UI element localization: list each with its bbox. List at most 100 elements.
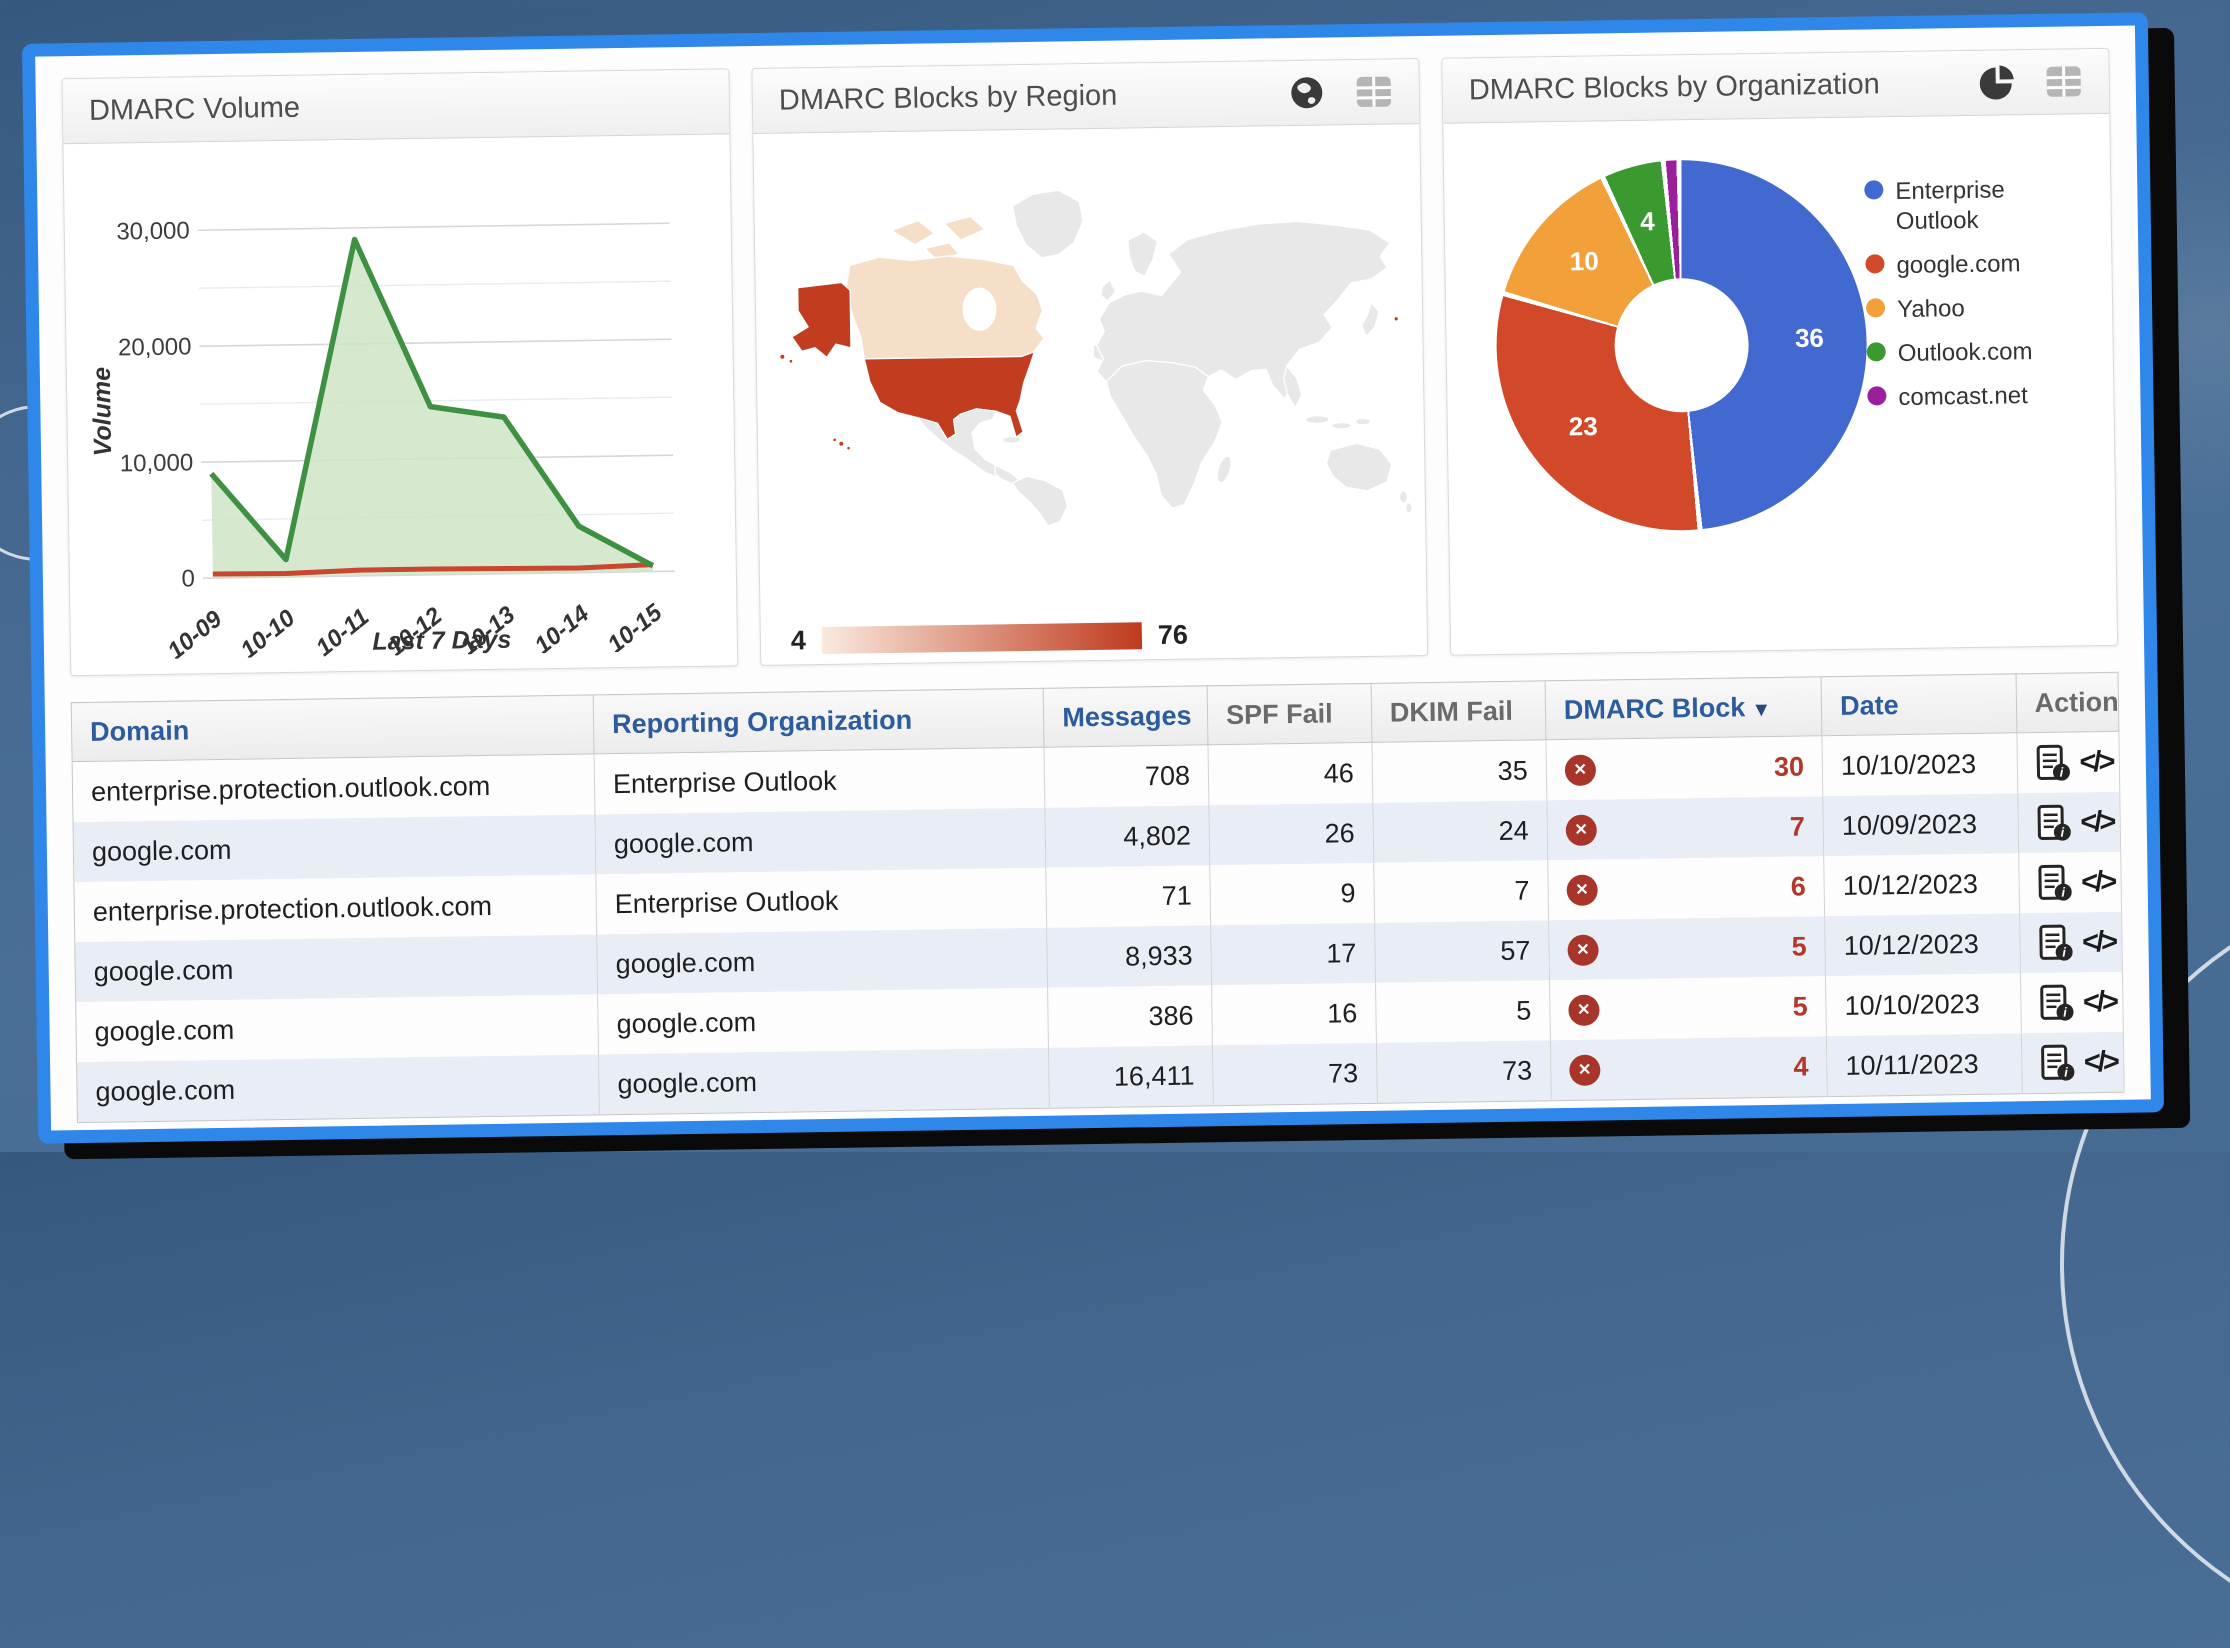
- y-tick-label: 10,000: [120, 449, 194, 477]
- cell-date: 10/10/2023: [1822, 733, 2017, 796]
- legend-item[interactable]: google.com: [1865, 248, 2085, 281]
- cell-action: i </>: [2018, 852, 2121, 914]
- cell-messages: 708: [1044, 745, 1209, 808]
- code-icon[interactable]: </>: [2082, 925, 2115, 958]
- legend-swatch: [1865, 254, 1884, 273]
- map-canada-islands: [891, 220, 934, 245]
- cell-spf-fail: 26: [1209, 803, 1374, 865]
- table-view-icon[interactable]: [2044, 64, 2083, 99]
- y-tick-label: 20,000: [118, 333, 192, 361]
- code-icon[interactable]: </>: [2084, 1045, 2117, 1078]
- svg-text:i: i: [2059, 765, 2063, 780]
- map-alaska[interactable]: [791, 282, 851, 358]
- cell-spf-fail: 46: [1208, 742, 1373, 805]
- map-indonesia: [1331, 422, 1351, 429]
- map-small-territory: [1393, 317, 1398, 322]
- block-x-icon: ✕: [1564, 754, 1595, 785]
- block-count: 5: [1791, 931, 1806, 962]
- code-icon[interactable]: </>: [2081, 865, 2114, 898]
- world-choropleth-map[interactable]: [759, 138, 1420, 548]
- code-icon[interactable]: </>: [2079, 745, 2112, 778]
- cell-dmarc-block: ✕5: [1549, 976, 1826, 1040]
- cell-domain: google.com: [75, 934, 598, 1002]
- donut-value-label: 4: [1640, 206, 1655, 237]
- map-canada[interactable]: [845, 255, 1044, 359]
- x-tick-label: 10-15: [603, 599, 668, 659]
- map-madagascar: [1214, 455, 1233, 485]
- column-header-action: Action: [2016, 672, 2119, 733]
- region-map-body: 4 76: [754, 138, 1428, 666]
- gridline: [199, 281, 671, 288]
- map-indonesia: [1355, 418, 1371, 425]
- panel-view-toggles: [1978, 63, 2083, 101]
- column-header-spf-fail: SPF Fail: [1207, 683, 1372, 744]
- map-indonesia: [1305, 415, 1329, 423]
- cell-action: i </>: [2017, 792, 2120, 854]
- code-icon[interactable]: </>: [2080, 805, 2113, 838]
- legend-label: Enterprise Outlook: [1895, 174, 2085, 237]
- table-view-icon[interactable]: [1355, 75, 1394, 110]
- pie-chart-icon[interactable]: [1978, 64, 2015, 101]
- report-details-icon[interactable]: i: [2035, 744, 2070, 783]
- cell-dmarc-block: ✕30: [1546, 736, 1823, 801]
- map-japan: [1361, 302, 1379, 336]
- column-header-date[interactable]: Date: [1821, 674, 2016, 736]
- cell-reporting-organization: google.com: [599, 1048, 1050, 1115]
- cell-spf-fail: 73: [1213, 1043, 1378, 1106]
- column-header-dmarc-block[interactable]: DMARC Block▼: [1545, 677, 1822, 740]
- report-details-icon[interactable]: i: [2038, 924, 2073, 963]
- block-x-icon: ✕: [1567, 934, 1598, 965]
- legend-item[interactable]: comcast.net: [1867, 380, 2087, 413]
- panel-title: DMARC Blocks by Region: [779, 79, 1118, 117]
- panel-header: DMARC Blocks by Region: [752, 59, 1419, 134]
- cell-reporting-organization: Enterprise Outlook: [596, 868, 1047, 935]
- dmarc-report-table: Domain Reporting Organization Messages S…: [71, 672, 2125, 1123]
- donut-legend: Enterprise Outlook google.com Yahoo Outl…: [1864, 174, 2087, 413]
- column-header-domain[interactable]: Domain: [71, 695, 594, 762]
- column-header-reporting-organization[interactable]: Reporting Organization: [593, 688, 1044, 754]
- map-cuba: [1002, 436, 1020, 443]
- code-icon[interactable]: </>: [2083, 985, 2116, 1018]
- column-header-messages[interactable]: Messages: [1043, 686, 1208, 747]
- volume-chart-body: 30,000 20,000 10,000 0 10-09 10-10 10-11…: [64, 142, 738, 676]
- map-color-legend: 4 76: [791, 620, 1188, 657]
- cell-dkim-fail: 73: [1376, 1040, 1551, 1103]
- legend-item[interactable]: Enterprise Outlook: [1864, 174, 2085, 237]
- gridline: [199, 339, 671, 346]
- cell-messages: 386: [1048, 985, 1213, 1047]
- x-tick-label: 10-11: [311, 603, 374, 660]
- cell-date: 10/09/2023: [1823, 793, 2018, 856]
- report-details-icon[interactable]: i: [2039, 984, 2074, 1023]
- report-details-icon[interactable]: i: [2036, 804, 2071, 843]
- map-south-america: [1012, 476, 1068, 527]
- map-scandinavia: [1127, 232, 1157, 276]
- globe-icon[interactable]: [1289, 75, 1326, 112]
- cell-reporting-organization: google.com: [597, 928, 1048, 995]
- report-details-icon[interactable]: i: [2040, 1044, 2075, 1083]
- gridline: [200, 397, 672, 404]
- map-new-zealand: [1399, 491, 1407, 503]
- map-united-states[interactable]: [864, 352, 1036, 441]
- report-details-icon[interactable]: i: [2037, 864, 2072, 903]
- map-new-zealand: [1405, 503, 1412, 514]
- cell-dkim-fail: 24: [1373, 800, 1548, 863]
- cell-date: 10/12/2023: [1825, 913, 2020, 976]
- cell-reporting-organization: Enterprise Outlook: [594, 747, 1045, 814]
- map-africa: [1106, 359, 1223, 509]
- block-count: 4: [1793, 1051, 1808, 1082]
- cell-dmarc-block: ✕4: [1550, 1036, 1827, 1101]
- svg-text:i: i: [2060, 825, 2064, 840]
- cell-dkim-fail: 57: [1374, 920, 1549, 983]
- legend-swatch: [1866, 298, 1885, 317]
- panel-dmarc-volume: DMARC Volume 30,000: [61, 68, 738, 676]
- x-tick-label: 10-14: [530, 600, 595, 660]
- map-canada-islands: [944, 216, 985, 240]
- legend-item[interactable]: Outlook.com: [1867, 336, 2087, 369]
- chart-panels-row: DMARC Volume 30,000: [61, 48, 2118, 676]
- gridline: [198, 223, 670, 230]
- cell-spf-fail: 16: [1212, 983, 1377, 1045]
- cell-messages: 71: [1046, 865, 1211, 927]
- map-southeast-asia: [1283, 365, 1301, 408]
- legend-item[interactable]: Yahoo: [1866, 292, 2086, 325]
